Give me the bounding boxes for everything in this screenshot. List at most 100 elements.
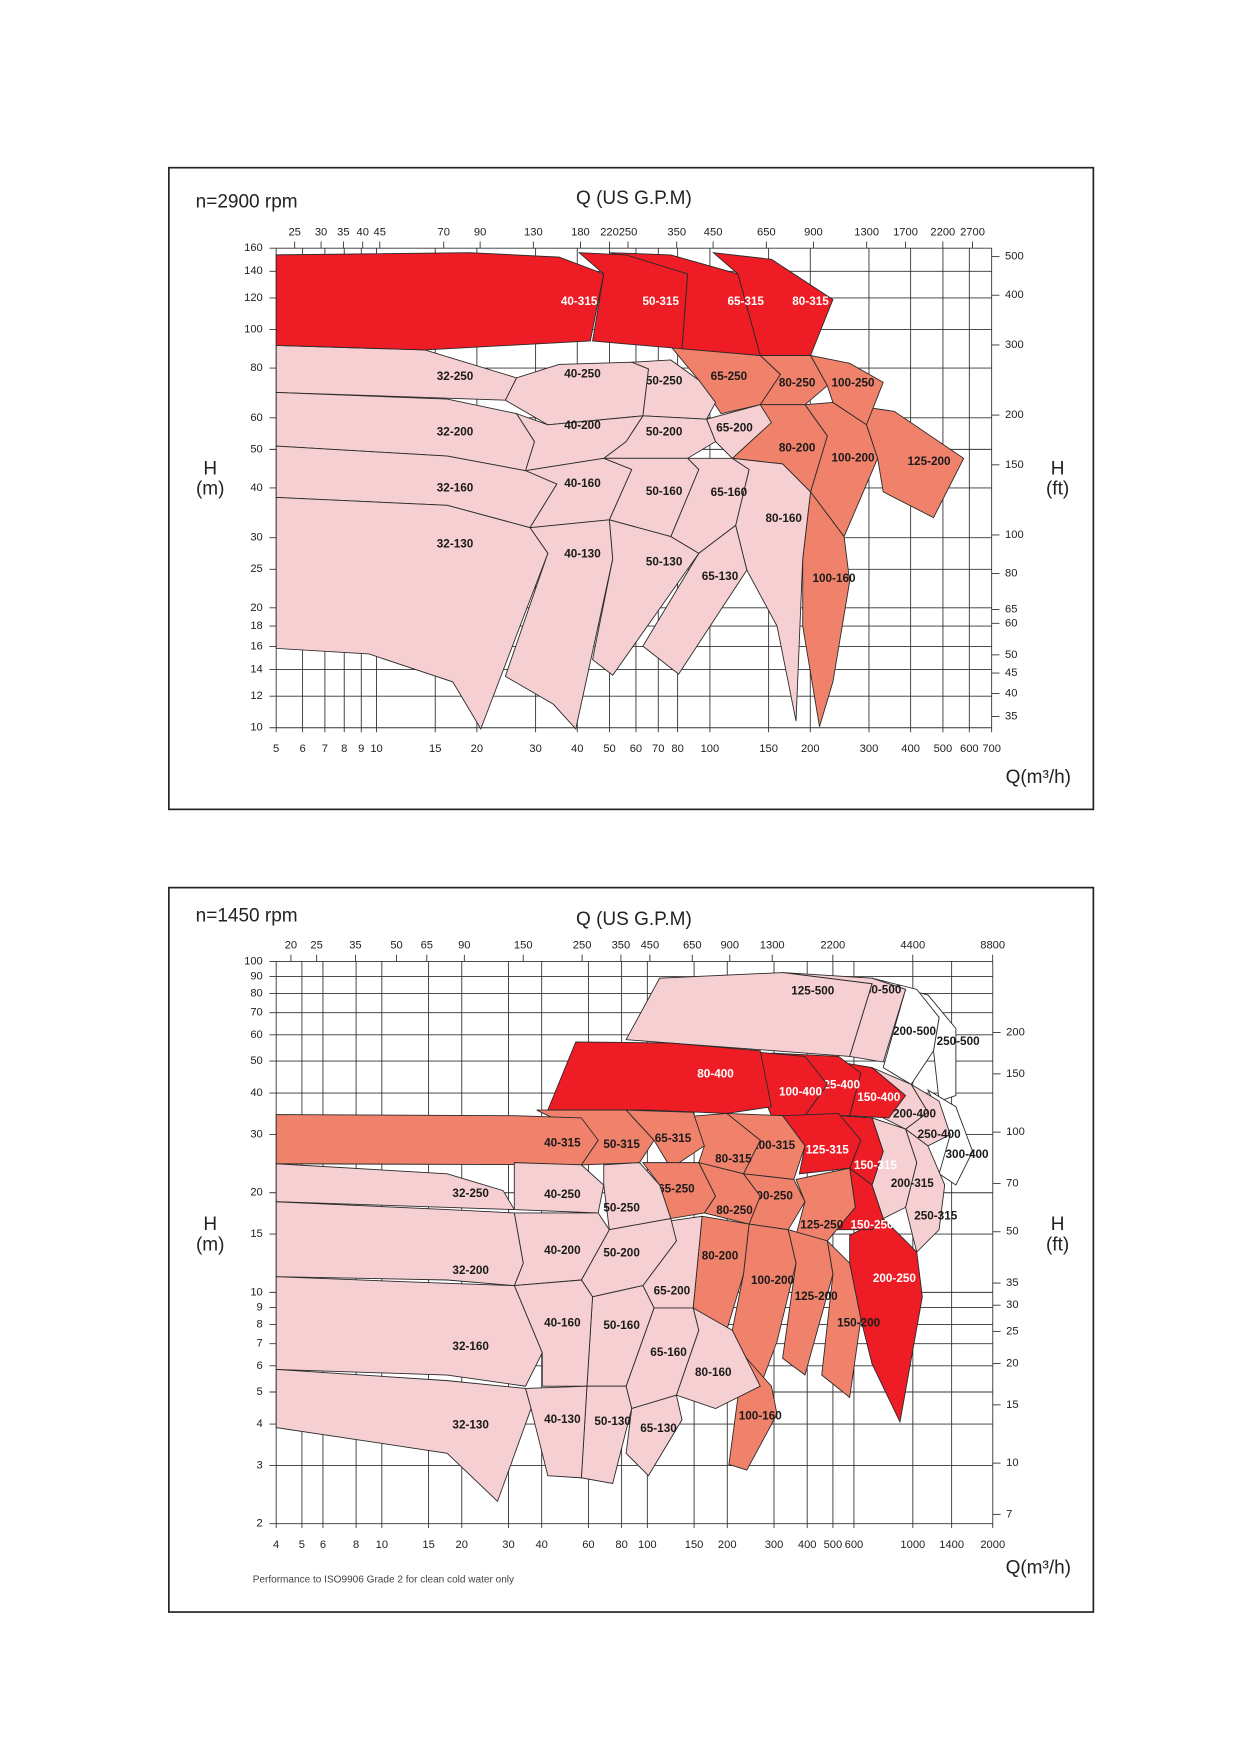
x-tick-label: 30 bbox=[529, 743, 541, 755]
x-tick-label: 5 bbox=[273, 743, 279, 755]
x2-tick-label: 30 bbox=[315, 226, 327, 238]
region-label: 65-315 bbox=[727, 295, 764, 308]
region-label: 40-160 bbox=[564, 477, 601, 490]
x-tick-label: 100 bbox=[701, 743, 720, 755]
region-label: 40-200 bbox=[544, 1244, 581, 1257]
x2-tick-label: 65 bbox=[421, 940, 433, 952]
footnote: Performance to ISO9906 Grade 2 for clean… bbox=[253, 1574, 514, 1585]
x-tick-label: 600 bbox=[845, 1539, 864, 1551]
y2-tick-label: 150 bbox=[1005, 459, 1024, 471]
y2-tick-label: 35 bbox=[1005, 710, 1017, 722]
x2-tick-label: 20 bbox=[285, 940, 297, 952]
x-tick-label: 10 bbox=[370, 743, 382, 755]
y-tick-label: 10 bbox=[250, 1286, 262, 1298]
x-tick-label: 300 bbox=[765, 1539, 784, 1551]
y2-axis-title: H bbox=[1051, 459, 1065, 480]
y-tick-label: 14 bbox=[250, 664, 262, 676]
x-tick-label: 1000 bbox=[900, 1539, 925, 1551]
x-tick-label: 15 bbox=[422, 1539, 434, 1551]
x2-tick-label: 900 bbox=[720, 940, 739, 952]
x-tick-label: 70 bbox=[652, 743, 664, 755]
y-tick-label: 50 bbox=[250, 1055, 262, 1067]
region-label: 32-200 bbox=[452, 1264, 489, 1277]
region-label: 32-160 bbox=[437, 482, 474, 495]
region-label: 65-130 bbox=[640, 1422, 677, 1435]
region-label: 80-250 bbox=[779, 377, 816, 390]
region bbox=[275, 497, 549, 730]
x-tick-label: 80 bbox=[671, 743, 683, 755]
x-axis-title: Q(m³/h) bbox=[1006, 767, 1071, 788]
x2-tick-label: 350 bbox=[667, 226, 686, 238]
x2-tick-label: 650 bbox=[683, 940, 702, 952]
y-tick-label: 20 bbox=[250, 1187, 262, 1199]
x2-tick-label: 4400 bbox=[900, 940, 925, 952]
region-label: 40-250 bbox=[544, 1188, 581, 1201]
y2-tick-label: 30 bbox=[1006, 1299, 1018, 1311]
x-tick-label: 600 bbox=[960, 743, 979, 755]
y2-axis-title: H bbox=[1051, 1214, 1065, 1235]
region bbox=[802, 490, 851, 727]
region-label: 80-160 bbox=[765, 512, 802, 525]
region-label: 200-400 bbox=[893, 1108, 936, 1121]
region-label: 200-315 bbox=[891, 1177, 934, 1190]
region-label: 80-200 bbox=[779, 441, 816, 454]
region-label: 65-200 bbox=[716, 421, 753, 434]
x-tick-label: 1400 bbox=[939, 1539, 964, 1551]
region bbox=[524, 1385, 588, 1479]
y-tick-label: 90 bbox=[250, 970, 262, 982]
y-tick-label: 40 bbox=[250, 1087, 262, 1099]
chart-title: n=1450 rpm bbox=[196, 906, 298, 927]
x-tick-label: 8 bbox=[341, 743, 347, 755]
y2-tick-label: 7 bbox=[1006, 1508, 1012, 1520]
x2-tick-label: 90 bbox=[474, 226, 486, 238]
y2-tick-label: 80 bbox=[1005, 568, 1017, 580]
x-tick-label: 150 bbox=[685, 1539, 704, 1551]
y2-tick-label: 50 bbox=[1005, 649, 1017, 661]
x-tick-label: 20 bbox=[471, 743, 483, 755]
x2-tick-label: 250 bbox=[573, 940, 592, 952]
x-tick-label: 30 bbox=[502, 1539, 514, 1551]
x-tick-label: 200 bbox=[718, 1539, 737, 1551]
y-tick-label: 40 bbox=[250, 482, 262, 494]
x2-tick-label: 1700 bbox=[893, 226, 918, 238]
region-label: 125-200 bbox=[795, 1290, 838, 1303]
region-label: 150-200 bbox=[837, 1317, 880, 1330]
x2-tick-label: 35 bbox=[349, 940, 361, 952]
region-label: 200-250 bbox=[873, 1272, 916, 1285]
x-tick-label: 50 bbox=[603, 743, 615, 755]
region-label: 100-200 bbox=[832, 451, 875, 464]
y-tick-label: 60 bbox=[250, 1029, 262, 1041]
y-tick-label: 30 bbox=[250, 532, 262, 544]
region bbox=[580, 1385, 633, 1484]
region-label: 80-315 bbox=[715, 1152, 752, 1165]
y-tick-label: 12 bbox=[250, 690, 262, 702]
region-label: 80-200 bbox=[702, 1250, 739, 1263]
region-label: 32-160 bbox=[452, 1340, 489, 1353]
y-tick-label: 80 bbox=[250, 362, 262, 374]
region bbox=[625, 1394, 683, 1477]
region-label: 300-400 bbox=[946, 1148, 989, 1161]
region-label: 32-250 bbox=[437, 370, 474, 383]
y-tick-label: 8 bbox=[257, 1318, 263, 1330]
x-tick-label: 6 bbox=[299, 743, 305, 755]
y2-tick-label: 50 bbox=[1006, 1226, 1018, 1238]
y-tick-label: 18 bbox=[250, 620, 262, 632]
region-label: 50-250 bbox=[603, 1202, 640, 1215]
region-label: 250-400 bbox=[918, 1128, 961, 1141]
region-label: 150-315 bbox=[854, 1159, 897, 1172]
y-tick-label: 80 bbox=[250, 987, 262, 999]
x-tick-label: 9 bbox=[358, 743, 364, 755]
y-tick-label: 10 bbox=[250, 722, 262, 734]
region-label: 125-500 bbox=[791, 985, 834, 998]
x-tick-label: 7 bbox=[322, 743, 328, 755]
y-tick-label: 70 bbox=[250, 1007, 262, 1019]
x-tick-label: 80 bbox=[615, 1539, 627, 1551]
y2-tick-label: 100 bbox=[1006, 1126, 1025, 1138]
region bbox=[731, 1223, 797, 1388]
region bbox=[547, 1041, 772, 1114]
region-label: 100-250 bbox=[832, 377, 875, 390]
x-tick-label: 10 bbox=[376, 1539, 388, 1551]
y2-tick-label: 65 bbox=[1005, 603, 1017, 615]
region-label: 80-315 bbox=[792, 295, 829, 308]
